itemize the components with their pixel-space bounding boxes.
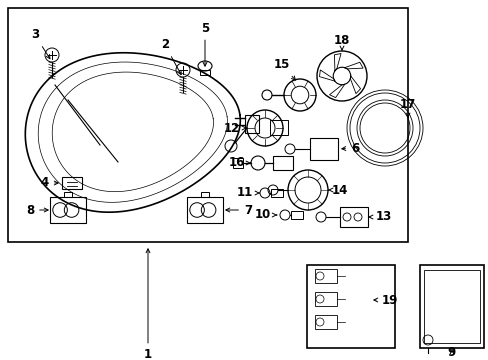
Text: 15: 15: [273, 58, 295, 80]
Text: 11: 11: [236, 186, 259, 199]
Text: 3: 3: [31, 28, 50, 59]
Text: 19: 19: [373, 293, 397, 306]
Text: 16: 16: [228, 157, 250, 170]
Text: 1: 1: [143, 249, 152, 360]
Text: 10: 10: [254, 208, 276, 221]
Text: 6: 6: [341, 141, 358, 154]
Text: 14: 14: [328, 184, 347, 197]
Text: 9: 9: [447, 346, 455, 359]
Text: 7: 7: [225, 203, 251, 216]
Text: 8: 8: [26, 203, 48, 216]
Text: 13: 13: [368, 211, 391, 224]
Text: 4: 4: [41, 176, 58, 189]
Text: 2: 2: [161, 39, 181, 75]
Text: 18: 18: [333, 33, 349, 50]
Text: 17: 17: [399, 99, 415, 117]
Text: 12: 12: [224, 122, 245, 135]
Text: 5: 5: [201, 22, 209, 66]
